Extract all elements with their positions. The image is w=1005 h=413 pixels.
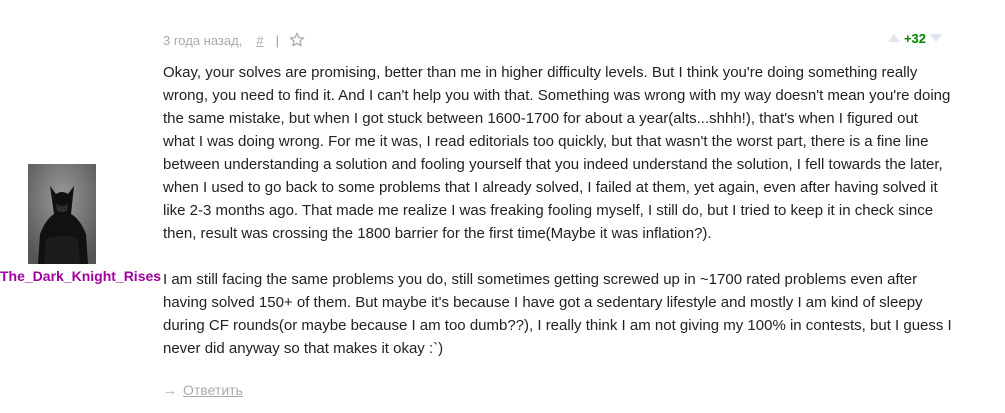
- favorite-star-icon[interactable]: [289, 32, 305, 48]
- comment-meta: 3 года назад, # |: [163, 30, 305, 50]
- comment-paragraph: Okay, your solves are promising, better …: [163, 64, 951, 242]
- reply-link[interactable]: Ответить: [183, 382, 243, 398]
- comment-paragraph: I am still facing the same problems you …: [163, 271, 952, 357]
- comment-body: Okay, your solves are promising, better …: [163, 61, 953, 360]
- comment-vote-controls: +32: [887, 28, 943, 48]
- reply-action: → Ответить: [163, 382, 243, 398]
- previous-comment-author-fragment: · · ·: [36, 0, 146, 2]
- avatar[interactable]: [28, 164, 96, 264]
- reply-arrow-icon: →: [163, 382, 177, 398]
- meta-separator: |: [275, 32, 279, 48]
- vote-down-icon[interactable]: [929, 32, 943, 44]
- comment-author-username[interactable]: The_Dark_Knight_Rises: [0, 268, 162, 284]
- comment-rating: +32: [903, 30, 926, 46]
- comment-permalink[interactable]: #: [256, 32, 264, 48]
- batman-avatar-icon: [28, 164, 96, 264]
- comment-timestamp: 3 года назад,: [163, 32, 243, 48]
- vote-up-icon[interactable]: [887, 32, 901, 44]
